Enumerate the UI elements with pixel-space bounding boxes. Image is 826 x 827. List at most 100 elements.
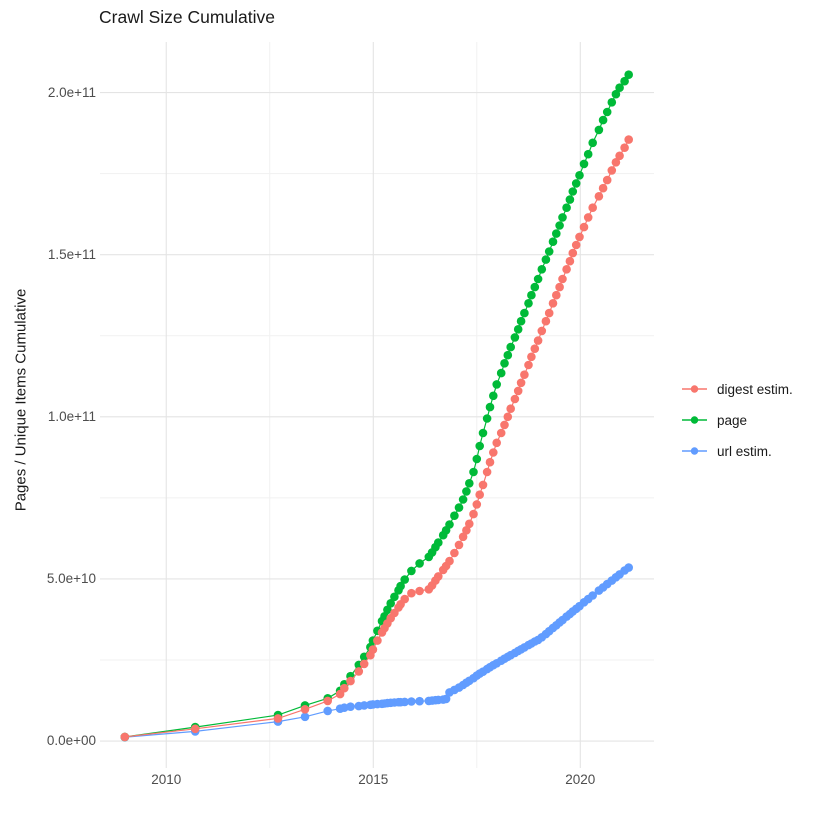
data-point — [562, 203, 571, 212]
chart-title: Crawl Size Cumulative — [99, 7, 276, 27]
data-point — [120, 732, 130, 742]
data-point — [415, 559, 424, 568]
data-point — [506, 404, 515, 414]
data-point — [594, 192, 604, 201]
data-point — [458, 495, 468, 504]
data-point — [607, 98, 617, 107]
data-point — [273, 714, 283, 723]
data-point — [475, 490, 485, 500]
data-point — [300, 705, 310, 714]
y-tick-label: 0.0e+00 — [46, 733, 96, 749]
data-point — [565, 256, 575, 266]
data-point — [552, 229, 561, 238]
data-point — [588, 138, 597, 148]
data-point — [611, 89, 621, 99]
data-point — [579, 222, 589, 232]
data-point — [615, 83, 624, 92]
y-tick-label: 5.0e+10 — [46, 570, 96, 586]
data-point — [368, 645, 378, 654]
data-point — [611, 158, 621, 167]
data-point — [527, 352, 536, 362]
data-point — [503, 350, 513, 360]
data-point — [620, 76, 629, 86]
legend-label: digest estim. — [717, 381, 793, 397]
data-point — [407, 566, 416, 576]
data-point — [541, 316, 551, 326]
data-point — [562, 265, 571, 274]
data-point — [583, 213, 593, 222]
data-point — [503, 412, 513, 422]
data-point — [450, 511, 459, 520]
data-point — [524, 299, 533, 308]
data-point — [615, 151, 624, 161]
legend-key-icon — [682, 385, 707, 393]
x-tick-label: 2015 — [358, 772, 389, 787]
data-point — [620, 143, 629, 152]
data-point — [390, 592, 399, 602]
data-point — [415, 696, 424, 706]
data-point — [469, 467, 478, 477]
x-tick-label: 2020 — [565, 772, 596, 787]
data-point — [441, 694, 451, 704]
series-digest-estim — [120, 135, 633, 742]
data-point — [571, 179, 581, 188]
data-point — [607, 166, 617, 175]
data-point — [450, 548, 459, 558]
data-point — [496, 368, 506, 378]
data-point — [565, 195, 575, 204]
data-point — [472, 500, 482, 509]
data-point — [340, 683, 349, 693]
data-point — [598, 183, 608, 193]
legend-item: url estim. — [681, 440, 793, 462]
data-point — [496, 428, 506, 438]
data-point — [598, 115, 608, 125]
data-point — [516, 316, 526, 326]
data-point — [624, 135, 633, 144]
data-point — [579, 159, 589, 169]
data-point — [407, 588, 416, 598]
data-point — [548, 237, 558, 246]
data-point — [524, 360, 533, 370]
data-point — [548, 299, 558, 308]
data-point — [500, 359, 509, 368]
data-point — [552, 290, 561, 300]
data-point — [396, 581, 405, 591]
data-point — [400, 697, 410, 707]
data-point — [359, 659, 369, 669]
data-point — [516, 378, 526, 388]
grid-minor — [100, 42, 654, 768]
data-point — [527, 290, 536, 300]
legend-key-icon — [682, 447, 707, 455]
data-point — [478, 480, 488, 490]
data-point — [400, 575, 410, 584]
y-tick-label: 1.0e+11 — [47, 408, 96, 424]
data-point — [544, 247, 554, 256]
data-point — [558, 274, 567, 284]
data-point — [513, 325, 523, 334]
data-point — [359, 701, 369, 710]
data-point — [541, 255, 551, 264]
data-point — [510, 394, 520, 404]
data-point — [568, 248, 578, 258]
data-point — [510, 333, 520, 342]
data-point — [373, 636, 382, 645]
y-tick-label: 2.0e+11 — [47, 84, 96, 100]
data-point — [434, 572, 443, 581]
data-point — [506, 342, 515, 352]
data-point — [323, 706, 333, 716]
data-point — [346, 702, 355, 711]
data-point — [300, 712, 310, 722]
data-point — [323, 696, 333, 706]
data-point — [415, 586, 424, 596]
data-point — [489, 391, 498, 401]
data-point — [588, 203, 597, 212]
data-point — [475, 441, 485, 451]
data-point — [520, 370, 529, 380]
data-point — [445, 556, 454, 566]
data-point — [465, 519, 474, 529]
data-point — [530, 344, 540, 354]
data-point — [478, 428, 488, 438]
data-point — [533, 336, 543, 345]
